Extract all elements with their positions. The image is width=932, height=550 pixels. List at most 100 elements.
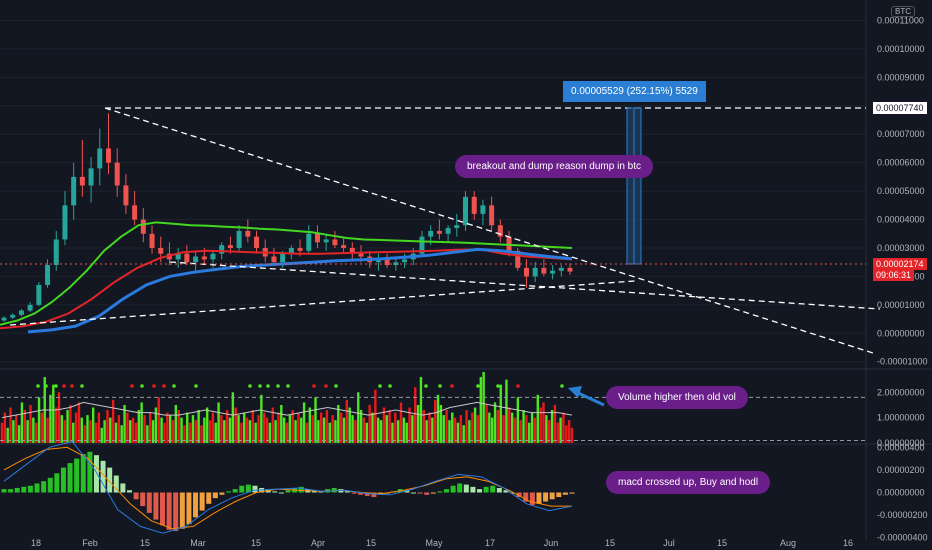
volume-bar	[63, 420, 66, 443]
macd-bar	[496, 487, 502, 493]
volume-bar	[183, 425, 186, 443]
macd-bar	[173, 492, 179, 531]
volume-bar	[29, 404, 32, 443]
volume-bar	[425, 420, 428, 443]
volume-bar	[277, 412, 280, 443]
candle	[132, 205, 138, 220]
volume-bar	[240, 422, 243, 443]
volume-bar	[49, 394, 52, 443]
current-price-tag: 0.00002174	[873, 258, 927, 270]
macd-bar	[549, 492, 555, 500]
macd-bar	[27, 485, 33, 493]
signal-dot	[152, 384, 156, 388]
volume-bar	[223, 420, 226, 443]
trendlines[interactable]	[0, 107, 881, 355]
volume-bar	[32, 417, 35, 443]
volume-bar	[77, 402, 81, 443]
volume-bar	[97, 412, 101, 443]
volume-bar	[502, 415, 505, 443]
volume-bar	[137, 410, 140, 443]
candle	[114, 162, 120, 186]
candle	[175, 253, 181, 260]
volume-pane[interactable]	[0, 372, 866, 443]
macd-bar	[87, 451, 93, 493]
macd-pane[interactable]	[1, 441, 575, 534]
candle	[123, 185, 129, 206]
price-axis-label: 0.00001000	[877, 300, 925, 310]
volume-bar	[385, 415, 388, 443]
macd-bar	[133, 492, 139, 500]
volume-bar	[522, 410, 525, 443]
volume-bar	[52, 384, 55, 443]
annotation-arrows	[568, 386, 605, 407]
volume-bar	[146, 425, 149, 443]
volume-bar	[154, 407, 158, 443]
volume-bar	[434, 399, 437, 443]
volume-bar	[117, 415, 121, 443]
macd-bar	[100, 460, 106, 493]
volume-bar	[570, 427, 574, 443]
price-axis-label: -0.00001000	[877, 357, 928, 367]
volume-bar	[171, 420, 175, 443]
volume-axis-label: 1.00000000	[877, 413, 925, 423]
volume-bar	[74, 412, 78, 443]
signal-dot	[276, 384, 280, 388]
macd-bar	[41, 481, 47, 493]
candle	[149, 233, 155, 248]
volume-bar	[111, 399, 115, 443]
volume-bar	[254, 422, 257, 443]
volume-bar	[271, 407, 274, 443]
macd-bar	[556, 492, 562, 498]
volume-bar	[188, 422, 192, 443]
volume-bar	[214, 422, 217, 443]
time-axis-label: Jun	[544, 538, 559, 548]
volume-bar	[60, 415, 64, 443]
signal-dot	[560, 384, 564, 388]
volume-bar	[228, 417, 232, 443]
signal-dot	[172, 384, 176, 388]
volume-bar	[379, 420, 383, 443]
volume-bar	[331, 415, 334, 443]
macd-bar	[470, 486, 476, 493]
volume-bar	[536, 394, 539, 443]
macd-bar	[410, 492, 416, 494]
volume-bar	[345, 399, 349, 443]
signal-dot	[44, 384, 48, 388]
macd-bar	[160, 492, 166, 526]
macd-bar	[67, 463, 73, 493]
volume-bar	[339, 412, 343, 443]
volume-bar	[402, 417, 406, 443]
volume-bar	[174, 404, 178, 443]
candle	[550, 270, 556, 274]
volume-bar	[20, 402, 24, 443]
candle	[532, 267, 538, 277]
volume-bar	[149, 412, 152, 443]
macd-bar	[193, 492, 199, 518]
macd-bar	[543, 492, 549, 502]
volume-ma-line	[1, 401, 573, 419]
volume-bar	[40, 412, 44, 443]
volume-bar	[245, 417, 249, 443]
volume-bar	[46, 417, 49, 443]
volume-bar	[126, 412, 129, 443]
macd-axis-label: 0.00000000	[877, 488, 925, 498]
signal-dot	[312, 384, 316, 388]
candle	[375, 259, 381, 263]
currency-badge[interactable]: BTC	[891, 6, 915, 17]
macd-bar	[272, 491, 278, 493]
signal-dot	[516, 384, 520, 388]
candle	[184, 253, 190, 263]
volume-bar	[280, 404, 283, 443]
volume-bar	[131, 417, 135, 443]
volume-bar	[328, 422, 331, 443]
time-axis-label: 15	[605, 538, 615, 548]
candle	[384, 259, 390, 266]
volume-bar	[80, 417, 83, 443]
price-pane[interactable]	[0, 113, 573, 334]
volume-bar	[391, 422, 394, 443]
candle	[271, 256, 277, 263]
breakout-callout: breakout and dump reason dump in btc	[455, 155, 653, 178]
macd-bar	[424, 492, 430, 495]
